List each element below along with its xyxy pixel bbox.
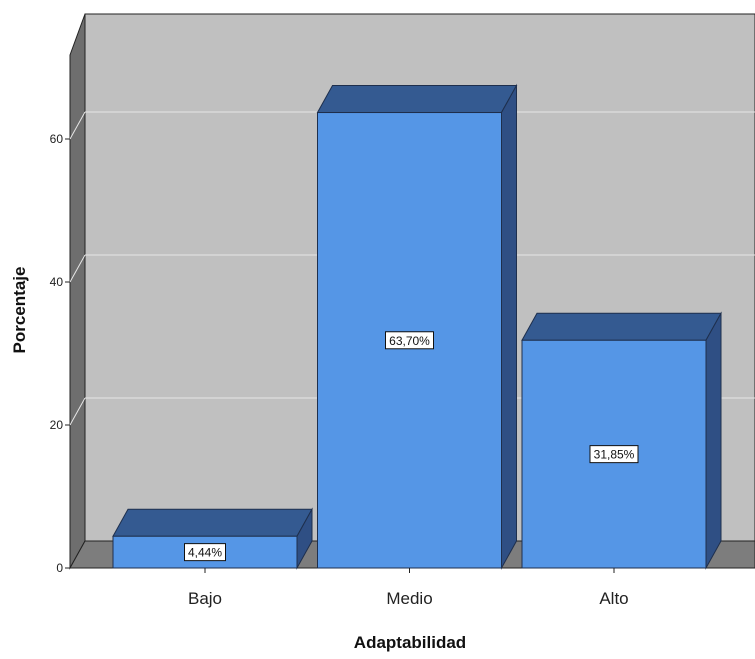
y-tick-label: 0 — [56, 561, 63, 575]
bar-side-face — [705, 311, 722, 570]
x-axis-title: Adaptabilidad — [354, 633, 466, 652]
gridline — [69, 111, 86, 140]
plot-left-wall — [69, 13, 86, 570]
gridline — [69, 397, 86, 426]
bar-top-face — [521, 312, 722, 341]
bar-top-face — [316, 85, 518, 114]
x-tick-label: Bajo — [188, 589, 222, 608]
y-axis-title: Porcentaje — [10, 267, 29, 354]
bar-alto: 31,85% — [521, 311, 722, 570]
bar-side-face — [501, 83, 517, 570]
bar-top-face — [112, 508, 313, 537]
x-tick-label: Alto — [599, 589, 628, 608]
data-label-box — [184, 543, 226, 562]
bar-medio: 63,70% — [316, 83, 518, 570]
bar-bajo: 4,44% — [112, 507, 313, 570]
gridline — [69, 254, 86, 283]
data-label-box — [589, 445, 639, 464]
y-tick-label: 20 — [50, 418, 64, 432]
y-tick-label: 60 — [50, 132, 64, 146]
y-axis-ticks: 0 20 40 60 — [50, 132, 70, 575]
y-tick-label: 40 — [50, 275, 64, 289]
data-label: 63,70% — [389, 334, 430, 348]
data-label: 4,44% — [188, 546, 222, 560]
data-label: 31,85% — [594, 448, 635, 462]
x-axis-categories: Bajo Medio Alto — [188, 568, 629, 608]
x-tick-label: Medio — [386, 589, 432, 608]
data-label-box — [385, 331, 434, 350]
